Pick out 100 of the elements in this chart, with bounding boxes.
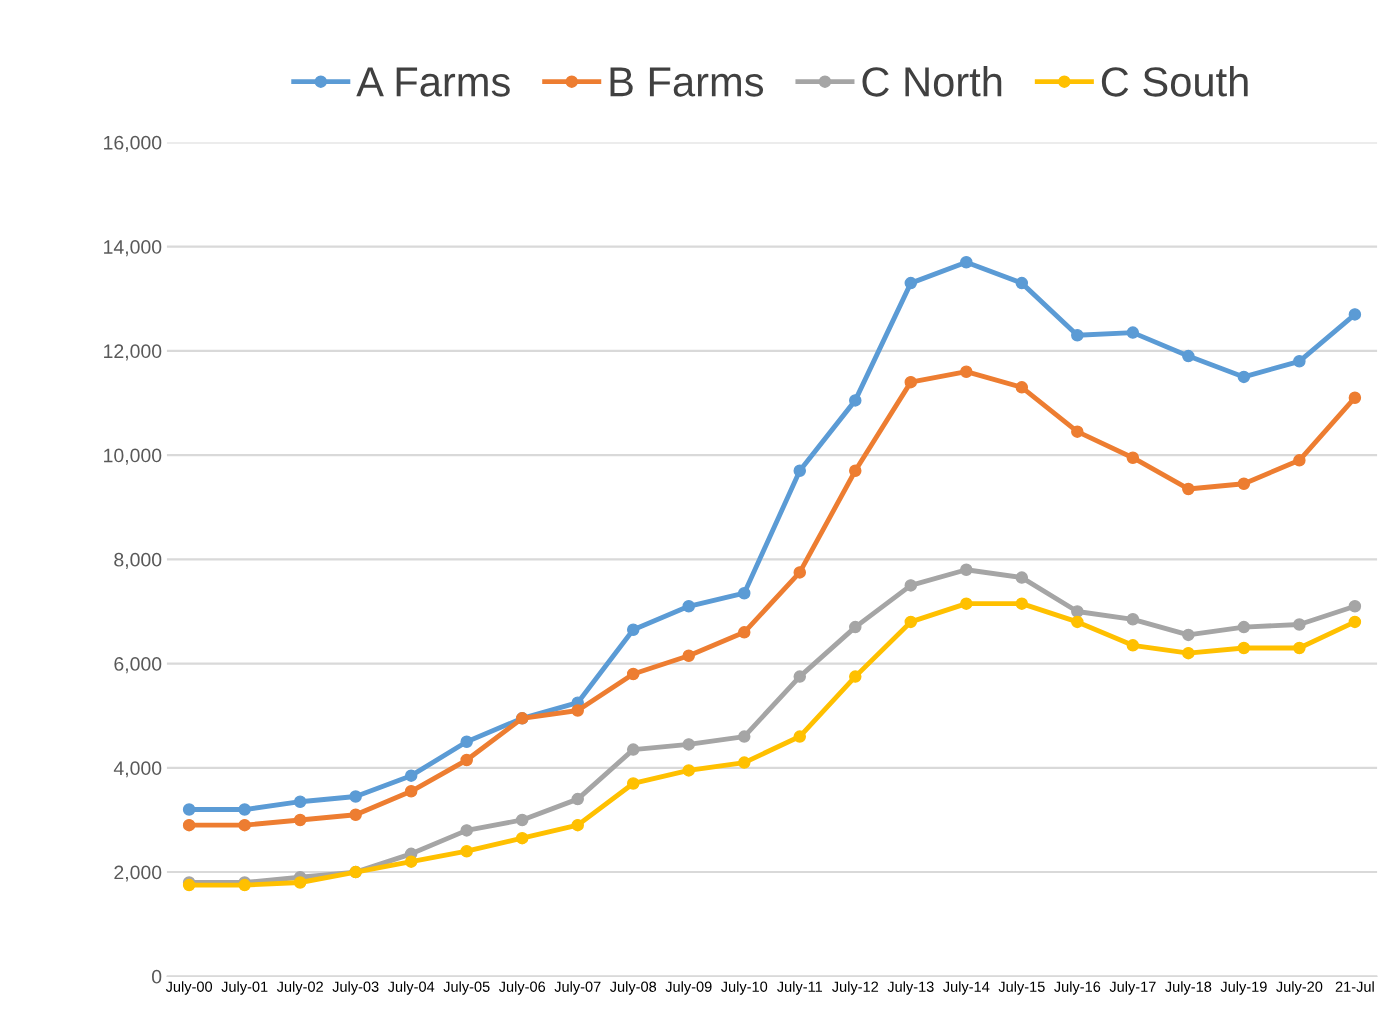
- point: [960, 256, 973, 269]
- x-tick-label: 21-Jul: [1335, 981, 1374, 992]
- point: [1015, 276, 1029, 290]
- point: [1237, 477, 1251, 491]
- point: [904, 375, 918, 389]
- point: [1182, 628, 1195, 642]
- point: [1126, 613, 1140, 626]
- point: [849, 464, 862, 477]
- point: [904, 579, 918, 592]
- point: [626, 743, 640, 756]
- point: [460, 735, 473, 749]
- point: [1015, 381, 1029, 394]
- point: [349, 790, 362, 803]
- x-tick-label: July-08: [609, 981, 657, 995]
- point: [1071, 425, 1084, 438]
- point: [1015, 571, 1029, 584]
- point: [238, 803, 251, 816]
- point: [1126, 639, 1140, 652]
- x-tick-label: July-12: [832, 981, 879, 995]
- x-tick-label: July-01: [221, 981, 268, 995]
- point: [737, 756, 751, 769]
- x-tick-label: July-03: [332, 981, 379, 995]
- point: [1293, 454, 1306, 467]
- point: [1348, 391, 1362, 405]
- point: [904, 276, 918, 290]
- point: [1348, 615, 1362, 629]
- x-tick-label: July-15: [998, 981, 1045, 995]
- point: [682, 764, 695, 777]
- point: [182, 818, 196, 832]
- point: [849, 670, 862, 683]
- point: [737, 730, 751, 743]
- point: [460, 753, 473, 767]
- point: [515, 813, 529, 827]
- x-tick-label: July-13: [887, 981, 934, 995]
- point: [293, 813, 307, 827]
- point: [293, 876, 307, 889]
- point: [1237, 641, 1251, 655]
- x-tick-label: July-06: [498, 981, 546, 995]
- y-tick-label: 8,000: [114, 552, 162, 569]
- point: [238, 818, 251, 832]
- x-tick-label: July-07: [554, 981, 601, 995]
- legend-label: B Farms: [610, 67, 764, 97]
- point: [1071, 615, 1084, 629]
- point: [682, 738, 695, 751]
- y-tick-label: 2,000: [114, 865, 162, 882]
- point: [849, 394, 862, 407]
- x-tick-label: July-17: [1109, 981, 1156, 995]
- x-tick-label: July-05: [443, 981, 490, 995]
- y-tick-label: 10,000: [104, 448, 162, 465]
- legend-label: A Farms: [356, 67, 510, 97]
- point: [404, 785, 418, 798]
- point: [1071, 328, 1084, 342]
- point: [1237, 620, 1251, 634]
- point: [1126, 451, 1140, 464]
- point: [1182, 482, 1195, 496]
- x-tick-label: July-20: [1276, 981, 1323, 995]
- x-tick-label: July-02: [276, 981, 323, 995]
- point: [1015, 597, 1029, 610]
- point: [682, 649, 695, 663]
- x-tick-label: July-19: [1220, 981, 1267, 995]
- point: [849, 620, 862, 634]
- point: [349, 808, 362, 821]
- point: [793, 730, 807, 743]
- point: [1348, 308, 1362, 321]
- point: [904, 615, 918, 629]
- y-tick-label: 4,000: [113, 761, 162, 778]
- y-tick-label: 14,000: [104, 240, 162, 257]
- point: [571, 818, 584, 832]
- point: [737, 626, 751, 639]
- point: [626, 777, 640, 790]
- point: [960, 597, 973, 610]
- point: [293, 795, 307, 808]
- point: [626, 667, 640, 681]
- point: [182, 803, 196, 816]
- legend-label: C South: [1101, 66, 1248, 97]
- point: [1293, 618, 1306, 631]
- point: [1237, 370, 1251, 384]
- x-tick-label: July-18: [1165, 981, 1212, 995]
- y-tick-label: 16,000: [104, 135, 162, 152]
- point: [1071, 605, 1084, 618]
- x-tick-label: July-11: [777, 981, 823, 995]
- point: [682, 600, 695, 613]
- point: [1182, 349, 1195, 363]
- point: [460, 824, 473, 837]
- y-tick-label: 0: [152, 969, 162, 984]
- x-tick-label: July-14: [943, 981, 990, 995]
- point: [1293, 355, 1306, 368]
- point: [960, 365, 973, 378]
- point: [1293, 641, 1306, 655]
- x-tick-label: July-10: [720, 981, 768, 995]
- point: [571, 704, 584, 717]
- point: [1126, 326, 1140, 339]
- point: [737, 586, 751, 600]
- x-tick-label: July-09: [665, 981, 712, 995]
- x-tick-label: July-16: [1054, 981, 1101, 995]
- point: [571, 792, 584, 806]
- point: [793, 670, 807, 683]
- point: [404, 855, 418, 868]
- point: [404, 769, 418, 782]
- legend-label: C North: [862, 66, 1002, 97]
